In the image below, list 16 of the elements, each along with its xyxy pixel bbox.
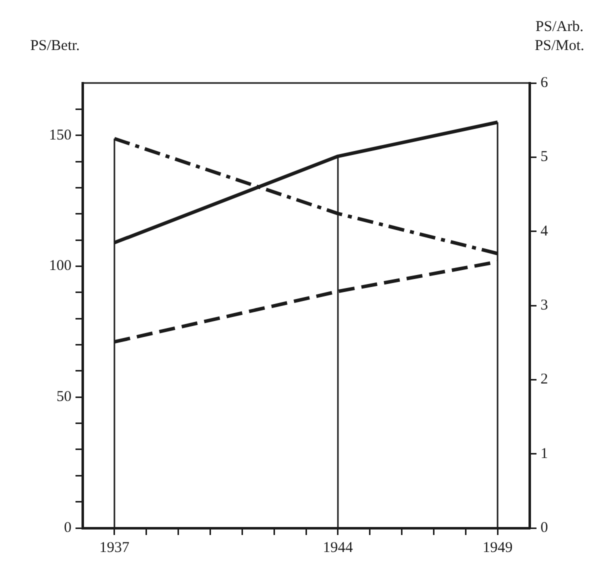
x-tick-label: 1949 [482, 540, 513, 556]
y-tick-label: 50 [56, 389, 72, 406]
y2-tick-label: 5 [540, 149, 548, 166]
y2-tick-label: 2 [540, 372, 548, 388]
y-tick-label: 150 [49, 127, 72, 144]
y2-tick-label: 4 [540, 223, 548, 240]
y2-tick-label: 6 [540, 74, 548, 91]
y-tick-label: 0 [64, 520, 72, 536]
y-axis-title: PS/Betr. [30, 38, 80, 54]
x-tick-label: 1937 [99, 540, 130, 556]
y2-tick-label: 0 [540, 520, 548, 536]
y2-axis-title: PS/Arb. PS/Mot. [534, 19, 584, 54]
x-tick-label: 1944 [322, 540, 354, 556]
y2-tick-label: 1 [540, 446, 548, 462]
y2-tick-label: 3 [540, 297, 548, 314]
y-tick-label: 100 [49, 258, 72, 274]
